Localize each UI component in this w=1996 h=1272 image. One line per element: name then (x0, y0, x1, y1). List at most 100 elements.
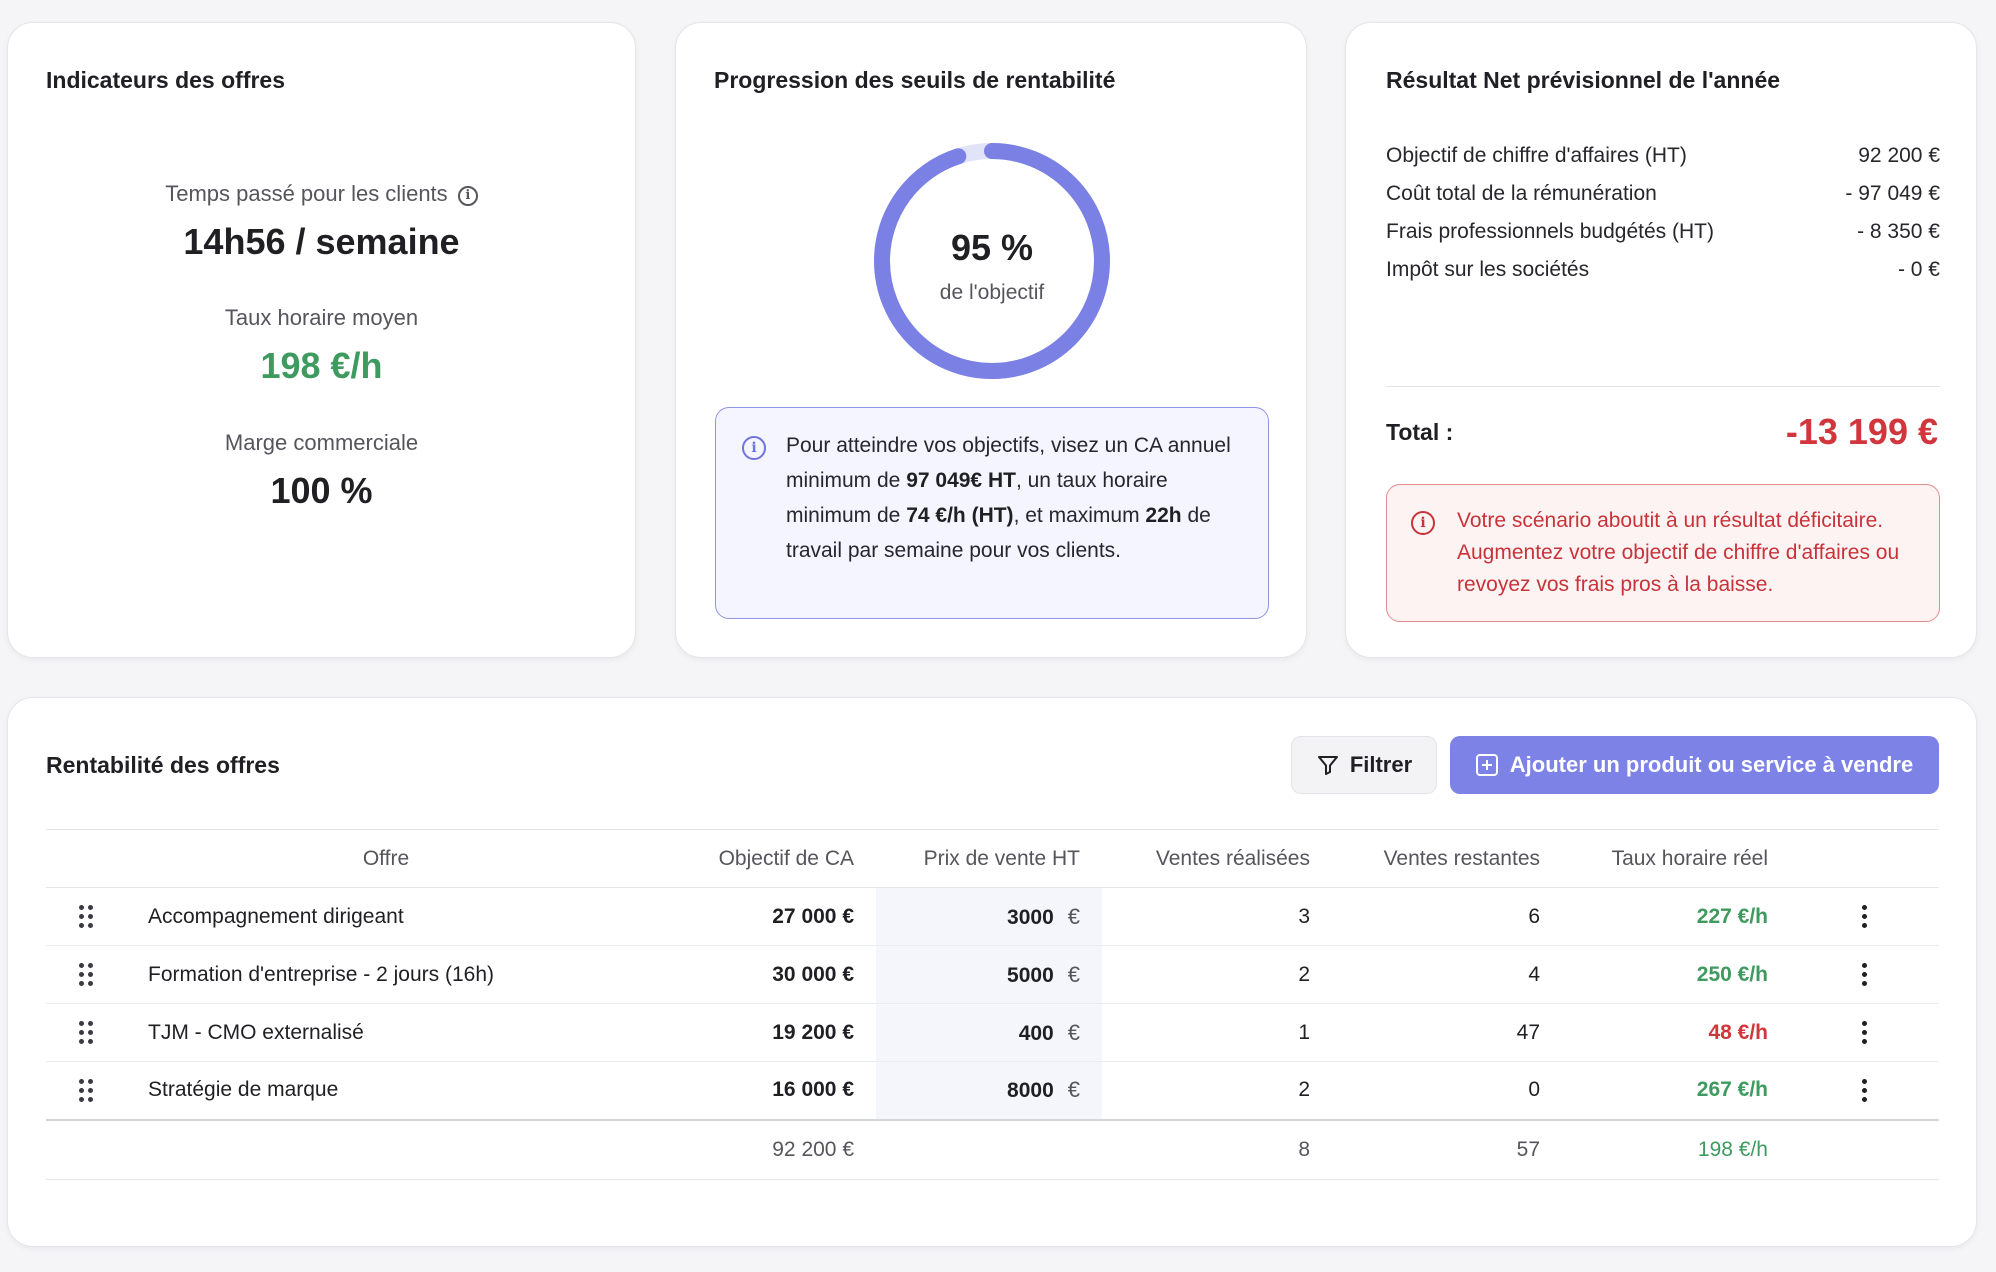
objective-info-box: i Pour atteindre vos objectifs, visez un… (715, 407, 1269, 619)
drag-handle-icon[interactable] (79, 963, 93, 987)
progress-sublabel: de l'objectif (939, 281, 1045, 304)
info-text-4: de travail par semaine pour vos clients. (786, 504, 1211, 562)
offers-table: Offre Objectif de CA Prix de vente HT Ve… (46, 829, 1939, 1180)
table-row: Stratégie de marque 16 000 € 8000 € 2 0 2… (46, 1061, 1939, 1121)
filter-icon (1317, 756, 1338, 775)
column-revenue-target[interactable]: Objectif de CA (646, 829, 876, 888)
column-sales-remaining[interactable]: Ventes restantes (1332, 829, 1562, 888)
hourly-rate-block: Taux horaire moyen 198 €/h (8, 305, 635, 387)
table-row: Accompagnement dirigeant 27 000 € 3000 € … (46, 887, 1939, 946)
drag-handle-icon[interactable] (79, 1021, 93, 1045)
info-min-revenue: 97 049€ HT (906, 469, 1016, 492)
more-vertical-icon[interactable] (1862, 905, 1867, 929)
add-product-button[interactable]: Ajouter un produit ou service à vendre (1450, 736, 1939, 794)
more-vertical-icon[interactable] (1862, 963, 1867, 987)
info-max-hours: 22h (1145, 504, 1182, 527)
result-row-label: Frais professionnels budgétés (HT) (1386, 220, 1714, 243)
info-text-3: , et maximum (1013, 504, 1146, 527)
euro-icon: € (1067, 903, 1080, 929)
offer-price-input[interactable]: 3000 (1007, 905, 1054, 929)
offer-price-cell[interactable]: 8000 € (876, 1061, 1102, 1121)
result-row-label: Coût total de la rémunération (1386, 182, 1657, 205)
result-row-label: Impôt sur les sociétés (1386, 258, 1590, 281)
info-icon: i (742, 436, 766, 460)
offer-hourly-rate: 250 €/h (1562, 945, 1790, 1004)
info-min-rate: 74 €/h (HT) (906, 504, 1014, 527)
donut-center: 95 % de l'objectif (872, 141, 1112, 381)
drag-handle-icon[interactable] (79, 1079, 93, 1103)
offer-sales-remaining: 0 (1332, 1061, 1562, 1121)
result-row: Coût total de la rémunération - 97 049 € (1386, 182, 1940, 206)
drag-handle-icon[interactable] (79, 905, 93, 929)
offer-sales-done[interactable]: 2 (1102, 1061, 1332, 1121)
margin-label: Marge commerciale (224, 430, 419, 455)
donut-progress-arc (874, 143, 1110, 379)
progress-percent: 95 % (950, 227, 1034, 268)
offer-name[interactable]: Stratégie de marque (126, 1061, 646, 1121)
offers-profitability-title: Rentabilité des offres (46, 752, 280, 778)
result-row-value: 92 200 € (1858, 144, 1940, 167)
offer-sales-done[interactable]: 3 (1102, 887, 1332, 946)
more-vertical-icon[interactable] (1862, 1079, 1867, 1103)
result-row-value: - 8 350 € (1857, 220, 1940, 243)
deficit-warning-text: Votre scénario aboutit à un résultat déf… (1457, 509, 1900, 596)
offer-price-cell[interactable]: 3000 € (876, 887, 1102, 946)
total-sales-done: 8 (1102, 1119, 1332, 1180)
table-row: Formation d'entreprise - 2 jours (16h) 3… (46, 945, 1939, 1004)
info-text-1: Pour atteindre vos objectifs, visez un C… (786, 434, 1231, 492)
offer-price-input[interactable]: 8000 (1007, 1079, 1054, 1103)
offer-hourly-rate: 267 €/h (1562, 1061, 1790, 1121)
net-result-title: Résultat Net prévisionnel de l'année (1386, 67, 1781, 93)
time-spent-value: 14h56 / semaine (183, 221, 460, 262)
offer-price-input[interactable]: 5000 (1007, 963, 1054, 987)
time-spent-label: Temps passé pour les clients (165, 181, 448, 206)
offer-price-cell[interactable]: 5000 € (876, 945, 1102, 1004)
divider (1386, 386, 1940, 387)
offer-sales-remaining: 4 (1332, 945, 1562, 1004)
offer-revenue-target: 30 000 € (646, 945, 876, 1004)
time-spent-block: Temps passé pour les clients i 14h56 / s… (8, 181, 635, 263)
offer-hourly-rate: 227 €/h (1562, 887, 1790, 946)
table-header-row: Offre Objectif de CA Prix de vente HT Ve… (46, 829, 1939, 888)
column-sale-price[interactable]: Prix de vente HT (876, 829, 1102, 888)
column-offer[interactable]: Offre (126, 829, 646, 888)
offer-sales-done[interactable]: 1 (1102, 1003, 1332, 1062)
table-totals-row: 92 200 € 8 57 198 €/h (46, 1119, 1939, 1180)
total-revenue-target: 92 200 € (646, 1119, 876, 1180)
offer-sales-done[interactable]: 2 (1102, 945, 1332, 1004)
result-row: Frais professionnels budgétés (HT) - 8 3… (1386, 220, 1940, 244)
result-row-value: - 0 € (1897, 258, 1940, 281)
total-hourly-rate: 198 €/h (1562, 1119, 1790, 1180)
offer-revenue-target: 19 200 € (646, 1003, 876, 1062)
more-vertical-icon[interactable] (1862, 1021, 1867, 1045)
result-row: Objectif de chiffre d'affaires (HT) 92 2… (1386, 144, 1940, 168)
offer-revenue-target: 16 000 € (646, 1061, 876, 1121)
breakeven-progress-card: Progression des seuils de rentabilité 95… (675, 22, 1307, 658)
hourly-rate-label: Taux horaire moyen (224, 305, 419, 330)
offer-indicators-card: Indicateurs des offres Temps passé pour … (7, 22, 636, 658)
result-row-label: Objectif de chiffre d'affaires (HT) (1386, 144, 1687, 167)
filter-button[interactable]: Filtrer (1291, 736, 1437, 794)
add-square-icon (1475, 754, 1498, 776)
offer-price-cell[interactable]: 400 € (876, 1003, 1102, 1062)
offer-price-input[interactable]: 400 (1018, 1021, 1054, 1045)
total-label: Total : (1386, 419, 1454, 445)
result-row-value: - 97 049 € (1845, 182, 1940, 205)
progress-donut-chart (874, 143, 1110, 379)
breakeven-progress-title: Progression des seuils de rentabilité (714, 67, 1116, 93)
net-result-card: Résultat Net prévisionnel de l'année Obj… (1345, 22, 1977, 658)
offer-sales-remaining: 47 (1332, 1003, 1562, 1062)
euro-icon: € (1067, 1019, 1080, 1045)
total-value: -13 199 € (1785, 411, 1938, 452)
column-real-hourly-rate[interactable]: Taux horaire réel (1562, 829, 1790, 888)
deficit-warning: i Votre scénario aboutit à un résultat d… (1386, 484, 1940, 622)
column-sales-done[interactable]: Ventes réalisées (1102, 829, 1332, 888)
offer-name[interactable]: TJM - CMO externalisé (126, 1003, 646, 1062)
table-row: TJM - CMO externalisé 19 200 € 400 € 1 47… (46, 1003, 1939, 1062)
offer-hourly-rate: 48 €/h (1562, 1003, 1790, 1062)
offer-revenue-target: 27 000 € (646, 887, 876, 946)
margin-block: Marge commerciale 100 % (8, 430, 635, 512)
info-icon[interactable]: i (457, 186, 478, 206)
offer-name[interactable]: Accompagnement dirigeant (126, 887, 646, 946)
offer-name[interactable]: Formation d'entreprise - 2 jours (16h) (126, 945, 646, 1004)
